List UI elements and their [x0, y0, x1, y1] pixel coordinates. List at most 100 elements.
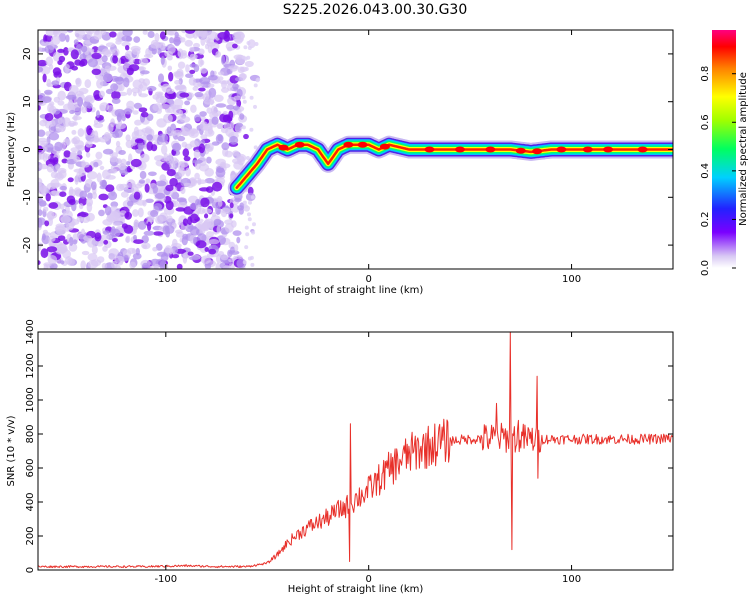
noise-blob	[167, 65, 173, 71]
noise-blob	[193, 42, 200, 49]
noise-blob	[53, 157, 59, 165]
y-tick-label: 400	[25, 492, 36, 511]
noise-blob	[75, 78, 81, 85]
noise-blob	[229, 75, 239, 84]
noise-blob	[253, 83, 258, 88]
noise-blob	[91, 68, 102, 76]
x-tick-label: -100	[154, 274, 177, 285]
noise-blob	[155, 180, 167, 187]
noise-blob	[215, 103, 227, 108]
noise-blob	[242, 200, 247, 205]
noise-blob	[218, 71, 225, 76]
noise-blob	[60, 215, 71, 224]
noise-blob	[109, 168, 118, 174]
noise-blob	[150, 43, 162, 49]
noise-blob	[213, 94, 224, 103]
noise-blob	[182, 233, 189, 240]
noise-blob	[121, 35, 132, 42]
noise-blob	[194, 114, 201, 122]
noise-blob	[222, 111, 228, 115]
noise-blob	[96, 172, 102, 183]
noise-blob	[65, 34, 70, 43]
noise-blob	[172, 106, 181, 116]
noise-blob	[241, 125, 246, 130]
noise-blob	[247, 256, 252, 261]
noise-blob	[156, 251, 167, 257]
noise-blob	[74, 140, 85, 149]
noise-blob	[183, 156, 191, 162]
noise-blob	[137, 86, 142, 97]
noise-blob	[243, 204, 248, 209]
noise-blob	[126, 87, 133, 96]
noise-blob	[176, 197, 187, 203]
noise-blob	[250, 195, 255, 200]
noise-blob	[115, 76, 124, 85]
noise-blob	[38, 152, 42, 161]
noise-blob	[133, 36, 141, 43]
noise-blob	[184, 39, 193, 47]
noise-blob	[217, 76, 224, 81]
y-axis-label: Frequency (Hz)	[6, 112, 17, 188]
noise-blob	[38, 177, 43, 187]
noise-blob	[185, 167, 191, 177]
noise-blob	[121, 114, 126, 122]
noise-blob	[87, 103, 93, 109]
noise-blob	[40, 248, 49, 259]
noise-blob	[48, 132, 60, 141]
noise-blob	[196, 179, 207, 184]
noise-blob	[77, 96, 84, 107]
noise-blob	[241, 55, 246, 60]
noise-blob	[131, 47, 141, 56]
noise-blob	[70, 49, 79, 60]
noise-blob	[243, 45, 248, 50]
noise-blob	[106, 133, 113, 139]
noise-blob	[255, 78, 260, 83]
noise-blob	[83, 235, 93, 242]
noise-blob	[253, 104, 257, 109]
noise-blob	[129, 261, 137, 269]
noise-blob	[150, 209, 159, 218]
noise-blob	[42, 206, 49, 212]
snr-line	[38, 332, 673, 569]
noise-blob	[184, 100, 191, 106]
noise-blob	[102, 148, 114, 155]
noise-blob	[154, 192, 166, 199]
noise-blob	[61, 158, 68, 164]
noise-blob	[153, 203, 163, 211]
noise-blob	[68, 199, 76, 205]
noise-blob	[50, 126, 57, 131]
noise-blob	[165, 184, 174, 192]
noise-blob	[171, 254, 180, 259]
noise-blob	[83, 96, 93, 103]
noise-blob	[180, 186, 186, 195]
noise-blob	[206, 143, 214, 152]
noise-blob	[105, 42, 116, 48]
noise-blob	[99, 165, 105, 170]
noise-blob	[99, 102, 110, 112]
noise-blob	[143, 230, 155, 236]
noise-blob	[199, 111, 207, 117]
ridge-hotspot	[603, 146, 614, 153]
noise-blob	[152, 246, 158, 252]
x-tick-label: 0	[365, 274, 371, 285]
noise-blob	[219, 113, 229, 123]
y-tick-label: 20	[22, 48, 33, 61]
noise-blob	[159, 31, 166, 40]
noise-blob	[194, 172, 200, 180]
noise-blob	[234, 125, 241, 131]
noise-blob	[110, 118, 116, 128]
noise-blob	[140, 111, 149, 118]
noise-blob	[205, 186, 214, 193]
noise-blob	[200, 134, 208, 140]
noise-blob	[204, 247, 209, 252]
noise-blob	[189, 63, 197, 68]
noise-blob	[247, 217, 252, 222]
noise-blob	[207, 74, 218, 81]
noise-blob	[101, 55, 108, 63]
noise-blob	[177, 48, 184, 58]
noise-blob	[128, 153, 133, 164]
noise-blob	[146, 85, 157, 92]
noise-blob	[145, 198, 154, 203]
noise-blob	[143, 53, 154, 59]
noise-blob	[45, 56, 54, 67]
